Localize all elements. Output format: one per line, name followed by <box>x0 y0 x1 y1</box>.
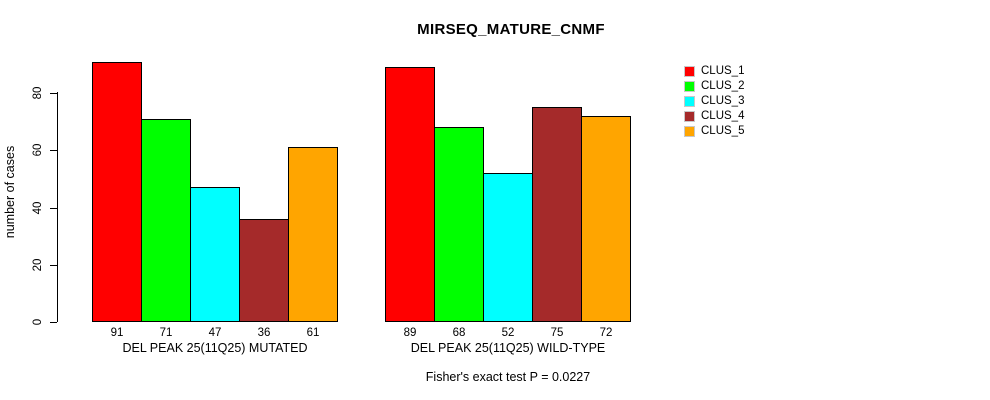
legend-label-clus_2: CLUS_2 <box>701 80 745 92</box>
legend-swatch-clus_4 <box>684 111 695 122</box>
bar-clus_3-group2 <box>483 173 533 322</box>
legend-swatch-clus_3 <box>684 96 695 107</box>
bar-value-label: 91 <box>110 327 124 339</box>
y-axis-tick <box>50 93 57 94</box>
group-label-1: DEL PEAK 25(11Q25) MUTATED <box>122 341 308 355</box>
bar-clus_1-group1 <box>92 62 142 322</box>
group-label-2: DEL PEAK 25(11Q25) WILD-TYPE <box>410 341 606 355</box>
bar-clus_2-group1 <box>141 119 191 322</box>
bar-value-label: 75 <box>550 327 564 339</box>
legend-swatch-clus_1 <box>684 66 695 77</box>
legend-label-clus_3: CLUS_3 <box>701 95 745 107</box>
bar-value-label: 68 <box>452 327 466 339</box>
bar-value-label: 52 <box>501 327 515 339</box>
bar-value-label: 61 <box>306 327 320 339</box>
legend-swatch-clus_5 <box>684 126 695 137</box>
bar-value-label: 36 <box>257 327 271 339</box>
chart-title: MIRSEQ_MATURE_CNMF <box>417 21 605 38</box>
bar-value-label: 89 <box>403 327 417 339</box>
y-axis-tick <box>50 265 57 266</box>
y-axis-tick <box>50 322 57 323</box>
y-axis-tick <box>50 150 57 151</box>
bar-clus_4-group2 <box>532 107 582 322</box>
legend-label-clus_4: CLUS_4 <box>701 110 745 122</box>
bar-value-label: 72 <box>599 327 613 339</box>
bar-clus_5-group2 <box>581 116 631 322</box>
bar-value-label: 71 <box>159 327 173 339</box>
legend-swatch-clus_2 <box>684 81 695 92</box>
y-axis-line <box>57 92 58 322</box>
bar-clus_5-group1 <box>288 147 338 322</box>
y-axis-tick <box>50 208 57 209</box>
legend-label-clus_1: CLUS_1 <box>701 65 745 77</box>
bar-value-label: 47 <box>208 327 222 339</box>
fisher-test-annotation: Fisher's exact test P = 0.0227 <box>425 370 591 384</box>
bar-clus_1-group2 <box>385 67 435 322</box>
legend-label-clus_5: CLUS_5 <box>701 125 745 137</box>
bar-clus_3-group1 <box>190 187 240 322</box>
